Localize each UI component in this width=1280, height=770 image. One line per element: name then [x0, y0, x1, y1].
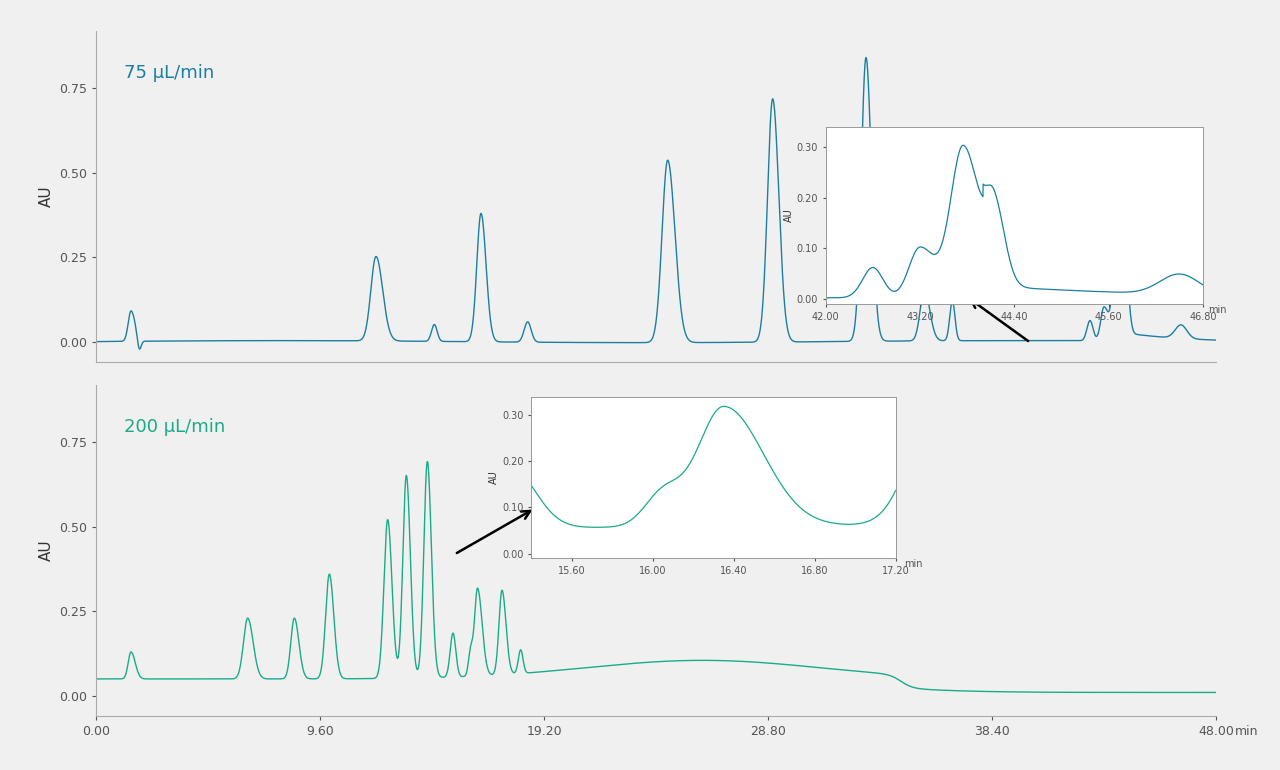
Y-axis label: AU: AU	[489, 470, 499, 484]
Text: min: min	[904, 558, 923, 568]
Y-axis label: AU: AU	[38, 186, 54, 207]
Y-axis label: AU: AU	[783, 209, 794, 223]
Text: min: min	[1235, 725, 1258, 738]
Text: min: min	[1208, 305, 1226, 315]
Y-axis label: AU: AU	[38, 540, 54, 561]
Text: 200 μL/min: 200 μL/min	[124, 418, 225, 437]
Text: 75 μL/min: 75 μL/min	[124, 64, 214, 82]
